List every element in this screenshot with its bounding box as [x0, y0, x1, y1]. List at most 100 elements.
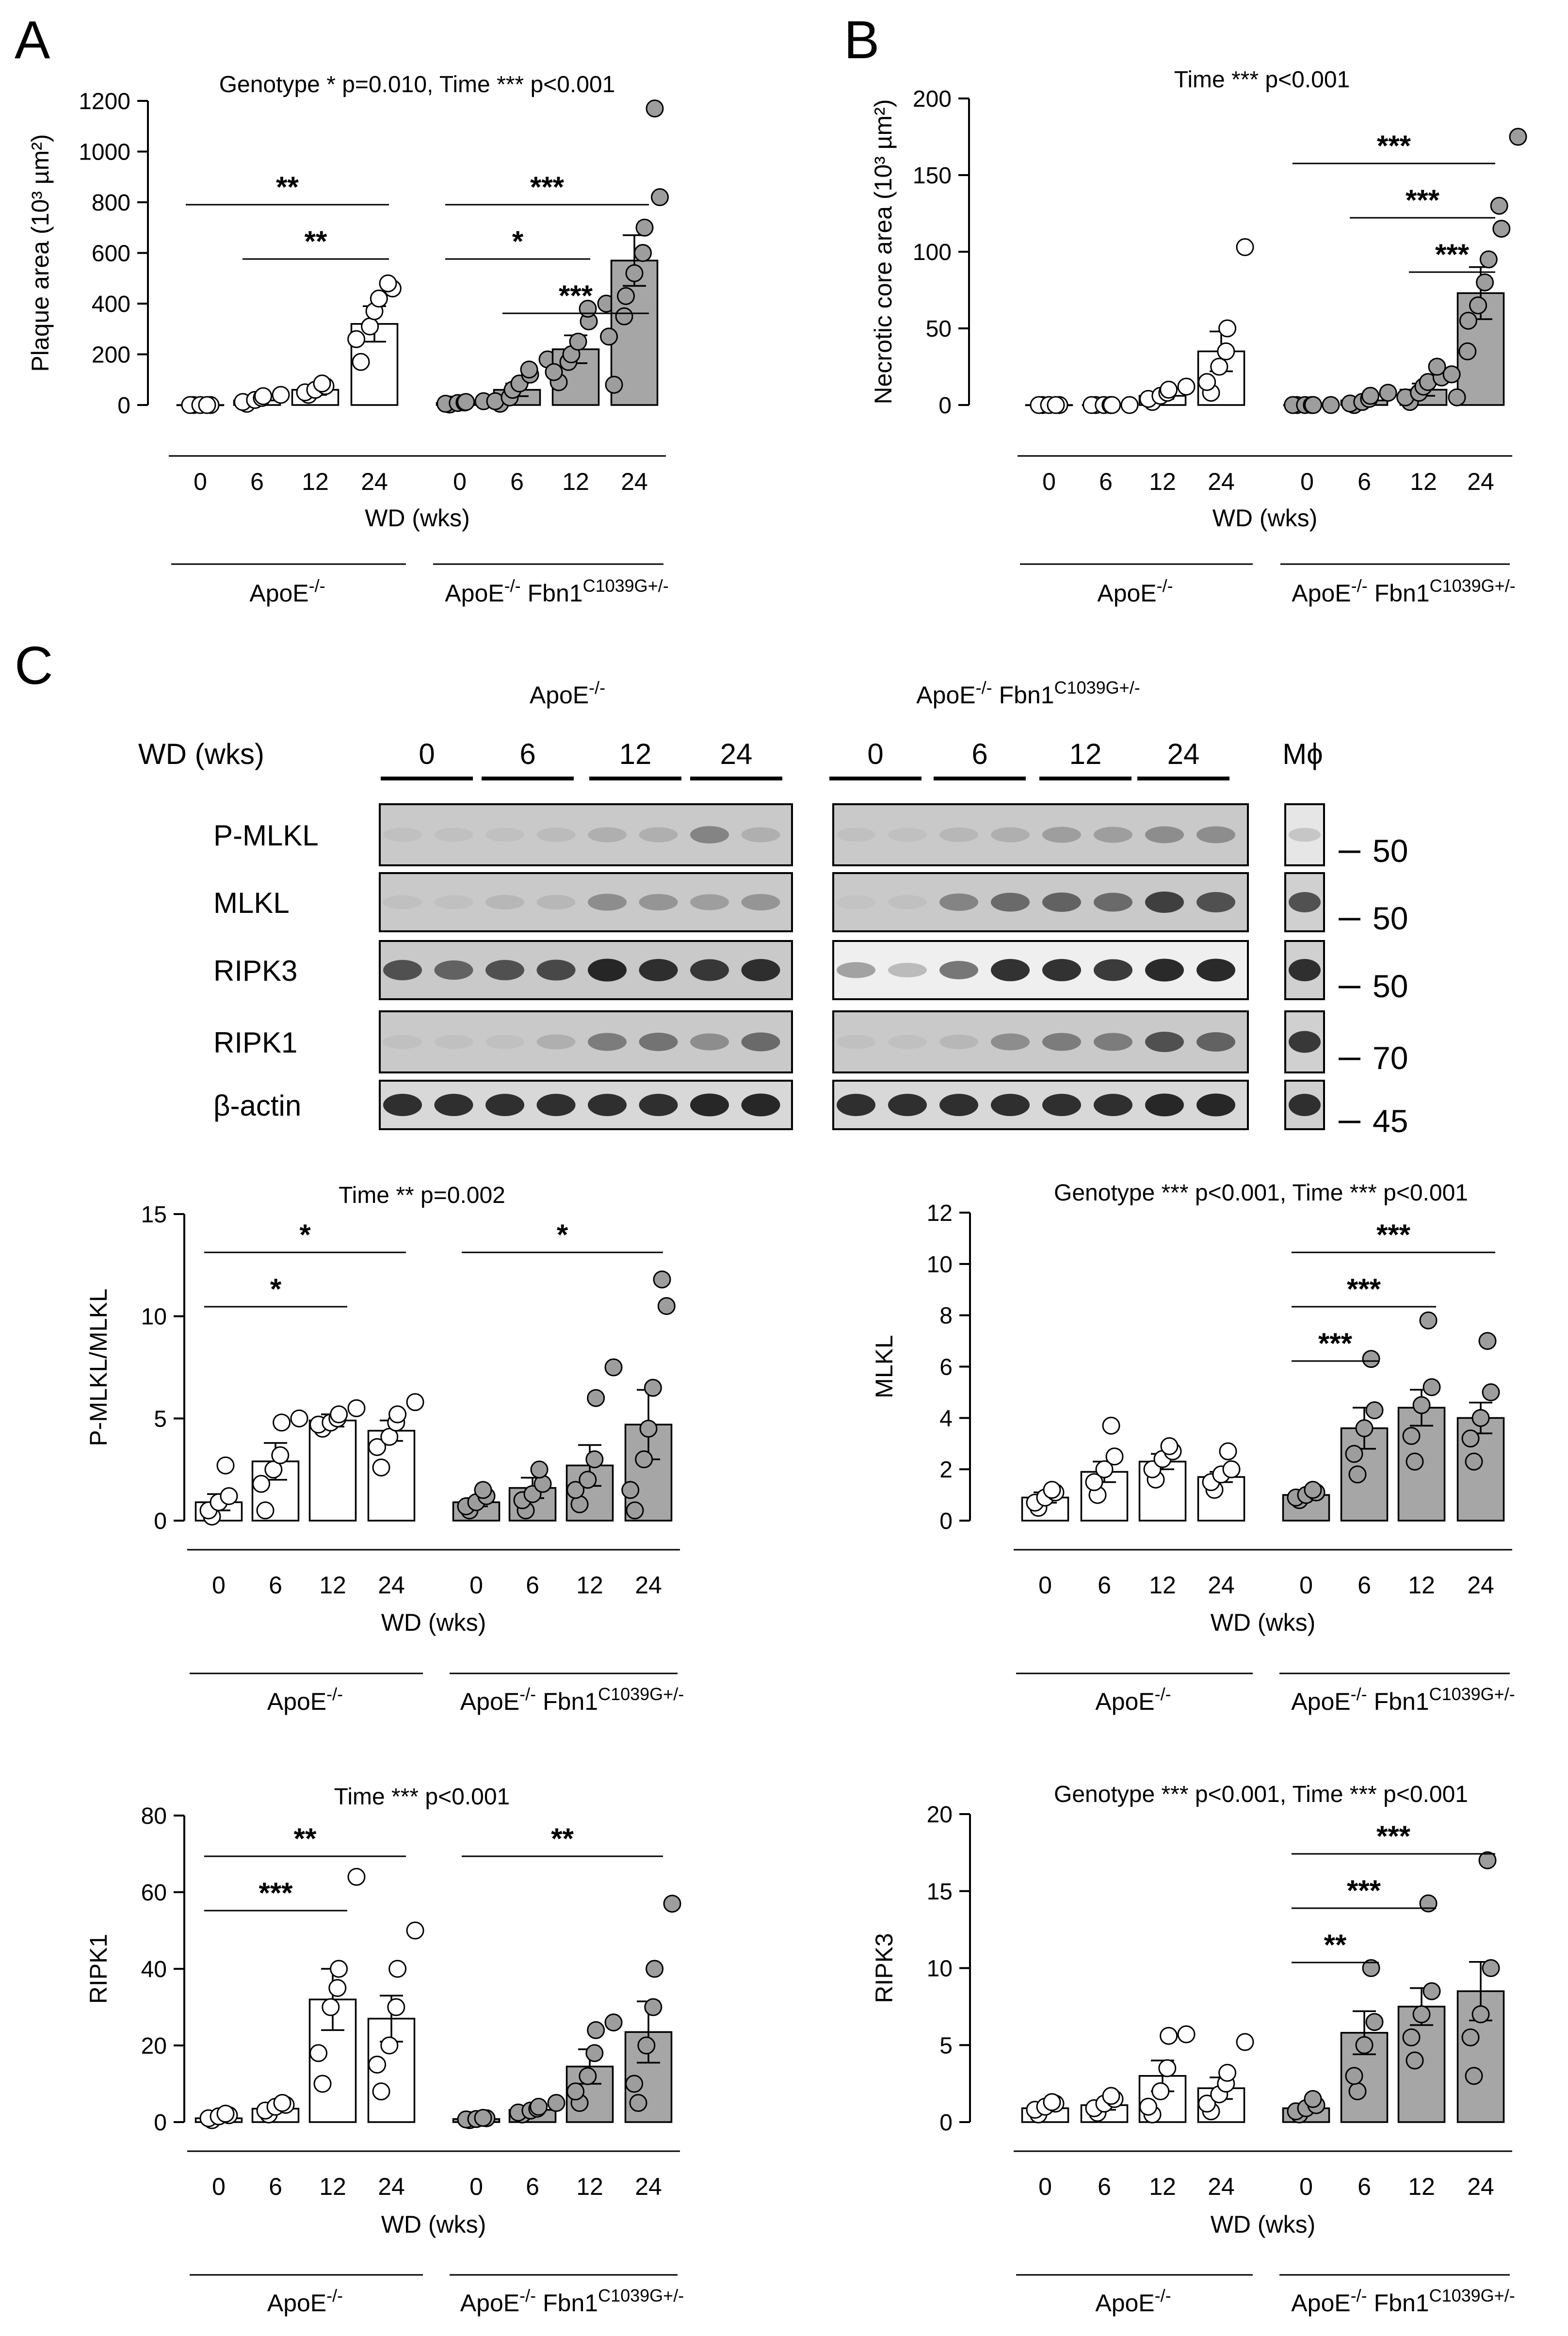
blot-band — [1145, 826, 1184, 844]
data-point — [1402, 2028, 1421, 2046]
data-point — [1482, 1383, 1500, 1401]
data-point — [1365, 2013, 1384, 2031]
data-point — [637, 2036, 656, 2055]
data-point — [272, 386, 290, 404]
data-point — [604, 2013, 623, 2032]
data-point — [635, 1450, 653, 1469]
data-point — [313, 374, 331, 393]
western-blot: ApoE-/- ApoE-/- Fbn1C1039G+/-WD (wks) 0 6 12 2… — [138, 678, 1408, 1139]
group-label-part: ApoE — [1291, 1688, 1350, 1715]
blot-band — [536, 827, 576, 842]
y-tick-label: 10 — [141, 1304, 167, 1330]
blot-band — [1289, 892, 1321, 912]
x-tick-label: 12 — [319, 2173, 346, 2200]
y-tick-label: 60 — [141, 1880, 167, 1906]
data-point — [1217, 342, 1235, 360]
data-point — [406, 1393, 424, 1411]
data-point — [388, 1960, 407, 1978]
group-label-part: C1039G+/- — [1054, 678, 1140, 698]
data-point — [1095, 1460, 1114, 1478]
x-tick-label: 0 — [212, 1572, 226, 1599]
group-label-part: ApoE — [460, 1688, 519, 1715]
blot-band — [939, 827, 978, 842]
blot-band — [991, 1094, 1030, 1116]
data-point — [1471, 2005, 1490, 2024]
data-point — [1177, 2025, 1196, 2044]
y-tick-label: 10 — [927, 1252, 953, 1278]
data-point — [1362, 1350, 1380, 1368]
data-point — [587, 1389, 605, 1407]
group-label-fbn1: ApoE-/- Fbn1C1039G+/- — [1291, 2286, 1515, 2317]
blot-band — [434, 1035, 473, 1049]
data-point — [1218, 2063, 1237, 2082]
group-label-part: Fbn1 — [543, 1688, 598, 1715]
x-tick-label: 24 — [635, 1572, 662, 1599]
data-point — [368, 2056, 387, 2074]
data-point — [361, 317, 379, 336]
significance-stars: *** — [1376, 1218, 1411, 1251]
blot-band — [588, 1094, 627, 1116]
data-point — [1461, 1429, 1480, 1448]
x-tick-label: 12 — [1408, 1572, 1435, 1599]
data-point — [1465, 1452, 1483, 1471]
data-point — [271, 1446, 290, 1464]
y-tick-label: 5 — [939, 2033, 953, 2059]
x-tick-label: 0 — [1038, 2173, 1052, 2200]
significance-stars: ** — [551, 1822, 574, 1855]
data-point — [1304, 1481, 1322, 1499]
blot-band — [1289, 827, 1321, 842]
group-label-apoe: ApoE-/- — [1095, 1684, 1171, 1715]
data-point — [379, 274, 397, 292]
data-point — [646, 1960, 664, 1978]
blot-band — [588, 893, 627, 911]
group-label-part: C1039G+/- — [598, 2286, 684, 2305]
group-label-part: C1039G+/- — [598, 1684, 684, 1704]
group-label-part: -/- — [976, 678, 992, 698]
blot-band — [690, 959, 729, 981]
data-point — [273, 2094, 291, 2112]
data-point — [388, 1405, 407, 1424]
group-label-part: -/- — [1157, 576, 1173, 596]
data-point — [1365, 1401, 1384, 1419]
data-point — [1406, 1452, 1424, 1471]
y-tick-label: 100 — [913, 240, 952, 265]
blot-band — [639, 1094, 678, 1116]
group-label-part: Fbn1 — [1374, 1688, 1429, 1715]
y-tick-label: 2 — [939, 1457, 953, 1483]
data-point — [615, 307, 633, 325]
significance-stars: * — [270, 1273, 282, 1305]
data-point — [569, 332, 587, 351]
data-point — [347, 1867, 366, 1886]
data-point — [1177, 377, 1196, 396]
data-point — [322, 1998, 340, 2016]
data-point — [1158, 2059, 1177, 2077]
data-point — [1151, 2082, 1170, 2100]
group-label-part: ApoE — [916, 681, 975, 709]
group-label-part: Fbn1 — [1374, 2289, 1429, 2317]
group-label-part: ApoE — [1097, 580, 1156, 607]
data-point — [1459, 311, 1477, 330]
data-point — [1478, 1851, 1497, 1869]
data-point — [1160, 2027, 1178, 2045]
x-tick-label: 0 — [453, 468, 467, 495]
data-point — [352, 353, 370, 371]
blot-timepoint: 24 — [1167, 738, 1200, 770]
significance-stars: *** — [559, 279, 593, 312]
blot-band — [1145, 892, 1184, 913]
data-point — [1478, 1332, 1497, 1350]
significance-stars: *** — [530, 171, 565, 203]
data-point — [605, 375, 623, 394]
data-point — [545, 363, 563, 381]
blot-band — [536, 1094, 576, 1116]
data-point — [1402, 1427, 1421, 1445]
significance-stars: *** — [1435, 238, 1470, 271]
data-point — [1160, 380, 1178, 399]
x-tick-label: 0 — [469, 1572, 483, 1599]
x-tick-label: 24 — [1208, 2173, 1235, 2200]
blot-row-label: RIPK1 — [213, 1026, 297, 1059]
y-tick-label: 6 — [939, 1355, 953, 1380]
x-tick-label: 24 — [621, 468, 648, 495]
blot-band — [837, 962, 875, 978]
data-point — [646, 99, 664, 118]
blot-band — [991, 892, 1030, 912]
